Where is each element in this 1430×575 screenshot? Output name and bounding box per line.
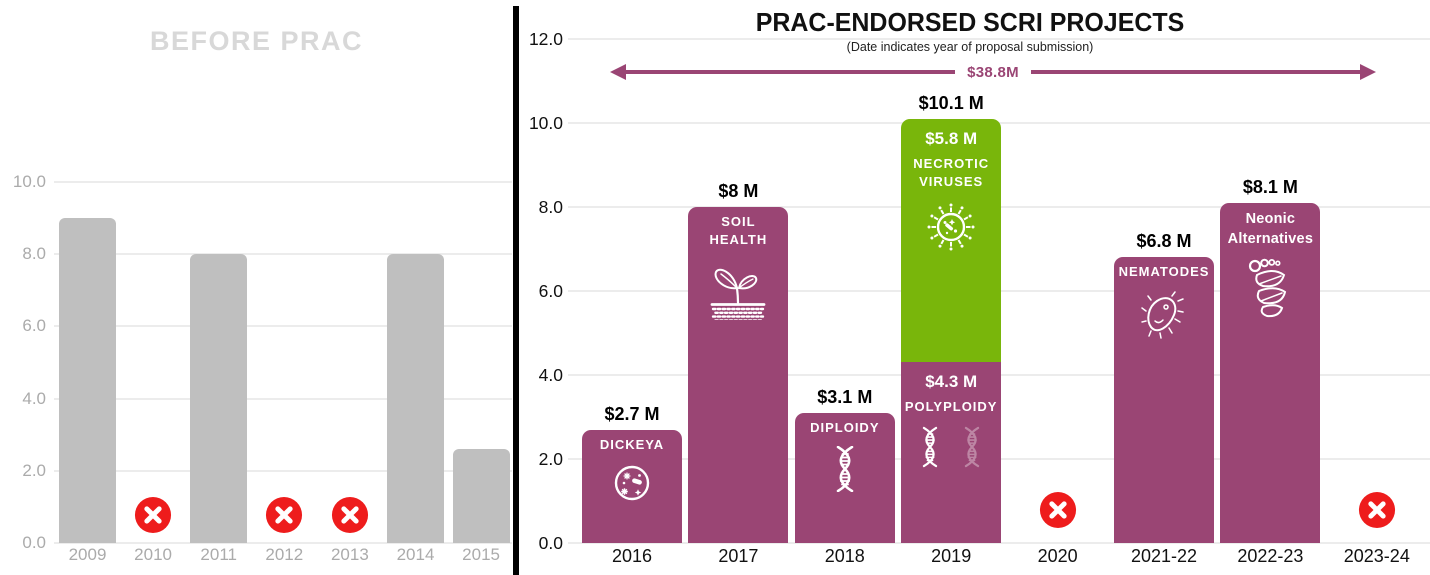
gridline — [54, 397, 512, 400]
segment-amount-label: $4.3 M — [925, 372, 978, 392]
segment-project-label: NEMATODES — [1118, 264, 1210, 280]
bar-total-label-2017: $8 M — [718, 181, 759, 201]
bar-segment-necrotic-viruses: $5.8 M NECROTIC VIRUSES — [901, 118, 1002, 363]
bar-2015 — [452, 449, 510, 543]
right-chart-title: PRAC-ENDORSED SCRI PROJECTS — [755, 7, 1185, 37]
gridline — [54, 469, 512, 472]
gridline — [54, 325, 512, 328]
bar-2011 — [190, 254, 248, 543]
arrow-left-head-icon — [610, 64, 626, 80]
y-tick-label: 10.0 — [528, 113, 563, 133]
bar-segment-dickeya: DICKEYA — [582, 429, 682, 543]
no-award-marker-2010 — [134, 496, 172, 534]
x-tick-label: 2009 — [68, 545, 107, 564]
x-tick-label: 2018 — [824, 546, 865, 566]
y-tick-label: 6.0 — [22, 316, 46, 336]
bar-2014 — [387, 254, 444, 543]
x-tick-label: 2022-23 — [1237, 546, 1304, 566]
x-tick-label: 2021-22 — [1130, 546, 1198, 566]
y-tick-label: 4.0 — [22, 388, 46, 408]
y-tick-label: 6.0 — [538, 281, 563, 301]
dna-double-icon — [917, 426, 985, 468]
petri-dish-icon — [612, 463, 652, 503]
x-tick-label: 2015 — [462, 545, 500, 564]
bar-segment-soil-health: SOIL HEALTH — [688, 207, 789, 543]
left-chart-title: BEFORE PRAC — [149, 26, 363, 56]
no-award-marker-2023-24 — [1358, 491, 1396, 529]
bar-total-label-2016: $2.7 M — [604, 403, 660, 424]
right-chart-subtitle: (Date indicates year of proposal submiss… — [846, 40, 1094, 54]
no-award-marker-2020 — [1039, 491, 1077, 529]
bar-total-label-2022-23: $8.1 M — [1242, 176, 1298, 197]
no-award-marker-2012 — [265, 496, 303, 534]
x-tick-label: 2023-24 — [1343, 546, 1410, 566]
y-tick-label: 2.0 — [538, 449, 563, 469]
x-tick-label: 2013 — [330, 545, 369, 564]
y-tick-label: 2.0 — [22, 460, 46, 480]
no-award-marker-2013 — [331, 496, 369, 534]
bar-2009 — [59, 218, 116, 543]
nematode-icon — [1141, 290, 1187, 341]
arrow-line — [626, 70, 956, 74]
segment-project-label: NECROTIC VIRUSES — [913, 155, 990, 189]
arrow-right-head-icon — [1360, 64, 1376, 80]
gridline — [568, 38, 1430, 40]
y-tick-label: 8.0 — [538, 197, 563, 217]
y-tick-label: 10.0 — [12, 172, 46, 191]
bar-total-label-2021-22: $6.8 M — [1136, 231, 1192, 252]
x-tick-label: 2016 — [611, 546, 653, 566]
y-tick-label: 4.0 — [538, 365, 563, 385]
bar-total-label-2018: $3.1 M — [817, 386, 873, 407]
segment-project-label: POLYPLOIDY — [904, 399, 998, 415]
dna-icon — [830, 445, 860, 493]
virus-icon — [924, 200, 978, 254]
segment-project-label: DICKEYA — [599, 436, 665, 452]
segment-project-label: Neonic Alternatives — [1227, 210, 1314, 248]
bar-segment-diploidy: DIPLOIDY — [794, 412, 895, 543]
segment-project-label: DIPLOIDY — [810, 419, 880, 435]
bar-total-label-2019: $10.1 M — [918, 92, 984, 113]
total-funding-arrow: $38.8M — [610, 63, 1376, 81]
total-funding-label: $38.8M — [967, 63, 1019, 81]
x-tick-label: 2014 — [396, 545, 435, 564]
y-tick-label: 12.0 — [528, 29, 563, 49]
segment-amount-label: $5.8 M — [925, 128, 978, 148]
y-tick-label: 8.0 — [22, 244, 46, 264]
x-tick-label: 2019 — [931, 546, 972, 566]
x-tick-label: 2020 — [1037, 546, 1078, 566]
gridline — [54, 253, 512, 256]
segment-project-label: SOIL HEALTH — [709, 214, 768, 248]
panel-divider — [513, 6, 519, 575]
x-tick-label: 2010 — [134, 545, 172, 564]
sprout-soil-icon — [709, 258, 767, 322]
x-tick-label: 2012 — [265, 545, 304, 564]
x-tick-label: 2011 — [200, 545, 237, 564]
gridline — [54, 542, 512, 544]
arrow-line — [1030, 70, 1360, 74]
y-tick-label: 0.0 — [538, 533, 563, 553]
hops-leaf-icon — [1247, 258, 1293, 320]
gridline — [568, 542, 1430, 544]
y-tick-label: 0.0 — [22, 533, 46, 552]
gridline — [54, 181, 512, 183]
bar-segment-polyploidy: $4.3 M POLYPLOIDY — [901, 362, 1002, 543]
bar-segment-nematodes: NEMATODES — [1114, 257, 1214, 543]
bar-segment-neonic-alternatives: Neonic Alternatives — [1220, 202, 1321, 543]
x-tick-label: 2017 — [718, 546, 759, 566]
